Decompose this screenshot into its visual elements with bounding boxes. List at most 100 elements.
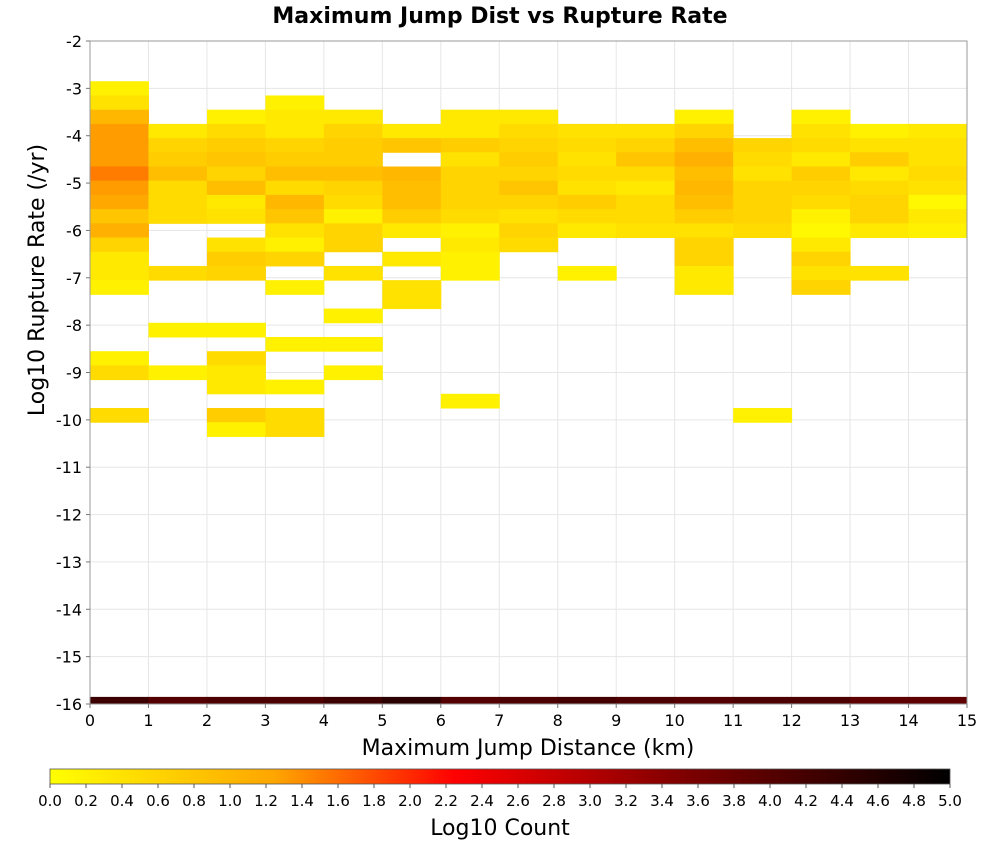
heatmap-cell xyxy=(382,696,442,705)
heatmap-cell xyxy=(323,180,383,196)
heatmap-cell xyxy=(674,109,734,125)
heatmap-cell xyxy=(206,152,266,167)
heatmap-cell xyxy=(674,237,734,253)
colorbar-tick-label: 4.0 xyxy=(758,792,782,810)
x-tick-label: 3 xyxy=(260,711,270,730)
heatmap-cell xyxy=(265,194,325,210)
heatmap-cell xyxy=(90,408,149,423)
heatmap-cell xyxy=(440,223,500,239)
heatmap-cell xyxy=(557,194,617,210)
x-axis-label: Maximum Jump Distance (km) xyxy=(362,736,695,761)
heatmap-cell xyxy=(206,696,266,705)
heatmap-cell xyxy=(440,166,500,182)
heatmap-cell xyxy=(90,280,149,295)
heatmap-cell xyxy=(148,166,208,182)
x-tick-label: 12 xyxy=(781,711,801,730)
heatmap-cell xyxy=(499,152,559,167)
heatmap-cell xyxy=(90,696,149,705)
heatmap-cell xyxy=(674,280,734,295)
heatmap-cell xyxy=(733,180,793,196)
y-tick-label: -2 xyxy=(66,32,82,51)
heatmap-cell xyxy=(206,365,266,381)
heatmap-cell xyxy=(850,152,910,167)
heatmap-cell xyxy=(382,180,442,196)
y-tick-label: -16 xyxy=(56,695,82,714)
heatmap-cell xyxy=(674,152,734,167)
heatmap-cell xyxy=(674,194,734,210)
heatmap-cell xyxy=(499,209,559,224)
heatmap-cell xyxy=(206,138,266,153)
heatmap-cell xyxy=(908,166,968,182)
heatmap-cell xyxy=(440,251,500,267)
x-tick-label: 14 xyxy=(898,711,918,730)
heatmap-cell xyxy=(206,408,266,423)
heatmap-cell xyxy=(90,351,149,366)
heatmap-cell xyxy=(791,265,851,281)
heatmap-cell xyxy=(674,265,734,281)
heatmap-cell xyxy=(791,209,851,224)
heatmap-cell xyxy=(557,166,617,182)
heatmap-cell xyxy=(265,696,325,705)
heatmap-cell xyxy=(323,696,383,705)
heatmap-cell xyxy=(908,180,968,196)
heatmap-cell xyxy=(90,138,149,153)
heatmap-cell xyxy=(148,209,208,224)
heatmap-cell xyxy=(733,152,793,167)
heatmap-cell xyxy=(440,123,500,139)
heatmap-cell xyxy=(265,152,325,167)
heatmap-cell xyxy=(265,95,325,111)
heatmap-cell xyxy=(791,696,851,705)
heatmap-cell xyxy=(382,166,442,182)
y-tick-label: -5 xyxy=(66,174,82,193)
heatmap-cell xyxy=(265,166,325,182)
heatmap-cell xyxy=(323,166,383,182)
heatmap-cell xyxy=(90,365,149,381)
heatmap-cell xyxy=(733,209,793,224)
heatmap-cell xyxy=(206,123,266,139)
x-tick-label: 8 xyxy=(553,711,563,730)
heatmap-cell xyxy=(90,251,149,267)
x-tick-label: 0 xyxy=(85,711,95,730)
heatmap-cell xyxy=(265,109,325,125)
colorbar-tick-label: 1.0 xyxy=(218,792,242,810)
heatmap-cell xyxy=(206,237,266,253)
colorbar-tick-label: 4.8 xyxy=(902,792,926,810)
heatmap-cell xyxy=(382,209,442,224)
heatmap-cell xyxy=(206,422,266,437)
y-tick-label: -12 xyxy=(56,506,82,525)
heatmap-cell xyxy=(440,138,500,153)
heatmap-cell xyxy=(206,166,266,182)
heatmap-cell xyxy=(733,223,793,239)
heatmap-cell xyxy=(265,280,325,295)
y-tick-label: -15 xyxy=(56,648,82,667)
heatmap-cell xyxy=(674,138,734,153)
heatmap-cell xyxy=(90,237,149,253)
heatmap-cell xyxy=(850,209,910,224)
heatmap-cell xyxy=(206,109,266,125)
heatmap-cell xyxy=(908,138,968,153)
heatmap-cell xyxy=(791,123,851,139)
heatmap-cell xyxy=(908,696,968,705)
colorbar-tick-label: 3.8 xyxy=(722,792,746,810)
heatmap-cell xyxy=(148,180,208,196)
heatmap-cell xyxy=(323,152,383,167)
heatmap-cell xyxy=(908,223,968,239)
heatmap-cell xyxy=(850,166,910,182)
heatmap-cell xyxy=(90,109,149,125)
heatmap-cell xyxy=(908,123,968,139)
heatmap-cell xyxy=(382,251,442,267)
colorbar-tick-label: 4.2 xyxy=(794,792,818,810)
colorbar-tick-label: 2.8 xyxy=(542,792,566,810)
heatmap-cell xyxy=(148,365,208,381)
colorbar-tick-label: 0.4 xyxy=(110,792,134,810)
heatmap-cell xyxy=(908,209,968,224)
y-axis-label: Log10 Rupture Rate (/yr) xyxy=(25,144,50,416)
heatmap-cell xyxy=(265,379,325,395)
heatmap-cell xyxy=(616,223,676,239)
heatmap-cell xyxy=(616,152,676,167)
heatmap-cell xyxy=(206,251,266,267)
y-tick-label: -11 xyxy=(56,458,82,477)
heatmap-cell xyxy=(616,209,676,224)
x-tick-label: 4 xyxy=(319,711,329,730)
